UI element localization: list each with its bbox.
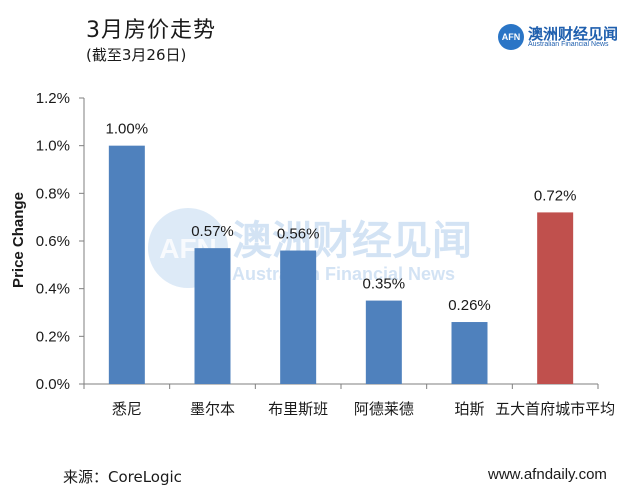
data-label: 0.56% xyxy=(277,226,320,243)
data-label: 0.57% xyxy=(191,223,234,240)
watermark-name-en: Australian Financial News xyxy=(232,264,455,284)
bar xyxy=(537,212,574,384)
bar xyxy=(280,250,317,384)
bar xyxy=(108,145,145,384)
y-tick-label: 0.6% xyxy=(36,233,70,250)
data-label: 0.26% xyxy=(448,297,491,314)
x-tick-label: 阿德莱德 xyxy=(354,400,414,418)
bar xyxy=(451,322,488,384)
y-tick-label: 0.0% xyxy=(36,376,70,393)
y-axis-label: Price Change xyxy=(10,192,27,288)
x-tick-label: 五大首府城市平均 xyxy=(495,400,615,418)
data-label: 0.35% xyxy=(363,276,406,293)
x-tick-label: 珀斯 xyxy=(454,400,484,418)
website-url: www.afndaily.com xyxy=(488,466,607,483)
afn-logo-badge-icon: AFN xyxy=(498,24,524,50)
x-tick-label: 布里斯班 xyxy=(268,400,328,418)
chart-title: 3月房价走势 xyxy=(86,18,216,43)
data-label: 0.72% xyxy=(534,187,577,204)
afn-logo: AFN 澳洲财经见闻 Australian Financial News xyxy=(498,22,618,52)
bar xyxy=(194,248,231,384)
data-label: 1.00% xyxy=(106,121,149,138)
y-tick-label: 1.2% xyxy=(36,90,70,107)
afn-logo-name-cn: 澳洲财经见闻 xyxy=(528,25,619,43)
y-tick-label: 0.2% xyxy=(36,328,70,345)
source-note: 来源：CoreLogic xyxy=(63,468,182,486)
bar xyxy=(365,300,402,384)
x-tick-label: 墨尔本 xyxy=(190,400,235,418)
x-tick-label: 悉尼 xyxy=(112,400,142,418)
chart-subtitle: (截至3月26日) xyxy=(86,46,187,64)
watermark-name-cn: 澳洲财经见闻 xyxy=(232,218,472,264)
y-tick-label: 0.4% xyxy=(36,281,70,298)
y-tick-label: 0.8% xyxy=(36,185,70,202)
afn-logo-name-en: Australian Financial News xyxy=(528,41,609,48)
y-tick-label: 1.0% xyxy=(36,138,70,155)
